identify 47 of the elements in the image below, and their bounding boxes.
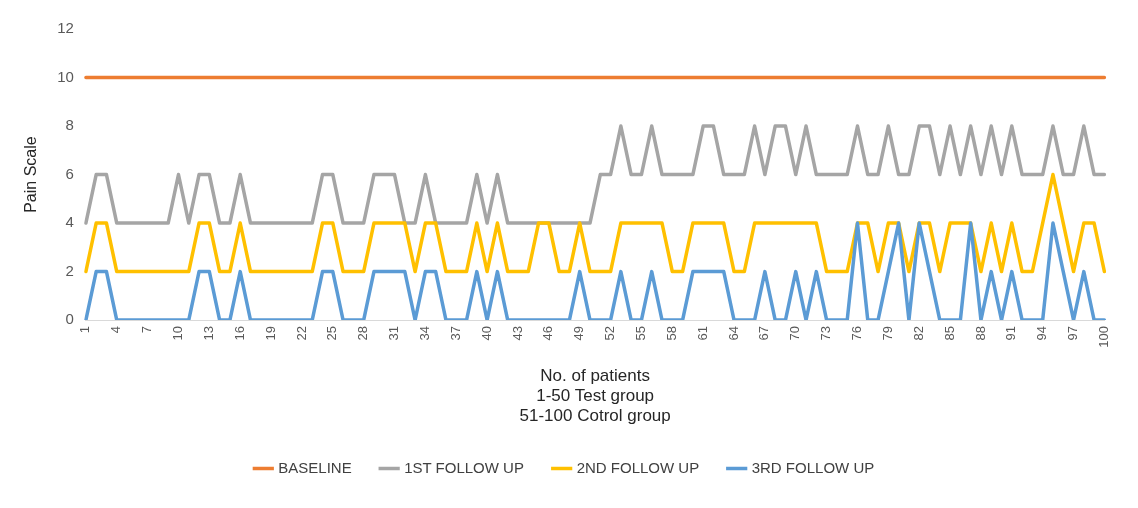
x-tick-label: 31 (386, 326, 402, 341)
x-axis-title: No. of patients 1-50 Test group 51-100 Cotrol group (519, 365, 671, 426)
x-tick-label: 97 (1065, 326, 1081, 341)
x-tick-label: 76 (849, 326, 865, 341)
y-tick-label: 6 (65, 164, 74, 182)
y-tick-label: 2 (65, 261, 74, 279)
x-tick-label: 4 (108, 326, 124, 334)
y-tick-label: 10 (57, 67, 74, 85)
x-tick-label: 7 (139, 326, 155, 334)
x-tick-label: 37 (447, 326, 463, 341)
x-tick-label: 43 (509, 326, 525, 341)
y-tick-label: 12 (57, 19, 74, 37)
x-tick-label: 10 (170, 326, 186, 341)
x-tick-label: 64 (725, 326, 741, 341)
x-tick-label: 67 (756, 326, 772, 341)
legend-label: 3RD FOLLOW UP (751, 458, 875, 476)
x-tick-label: 25 (324, 326, 340, 341)
x-tick-label: 55 (633, 326, 649, 341)
x-tick-label: 85 (941, 326, 957, 341)
x-tick-label: 61 (694, 326, 710, 341)
x-tick-label: 73 (818, 326, 834, 341)
x-tick-label: 16 (231, 326, 247, 341)
legend-label: 2ND FOLLOW UP (576, 458, 700, 476)
x-tick-label: 82 (910, 326, 926, 341)
x-tick-label: 58 (663, 326, 679, 341)
x-tick-label: 91 (1003, 326, 1019, 341)
x-tick-label: 70 (787, 326, 803, 341)
x-tick-label: 13 (200, 326, 216, 341)
x-tick-label: 79 (879, 326, 895, 341)
y-tick-label: 8 (65, 116, 74, 134)
legend-label: BASELINE (278, 458, 352, 476)
x-tick-label: 100 (1095, 326, 1111, 348)
y-axis-title: Pain Scale (22, 136, 40, 213)
y-tick-label: 0 (65, 310, 74, 328)
y-tick-label: 4 (65, 213, 74, 231)
x-tick-label: 28 (355, 326, 371, 341)
x-tick-label: 34 (416, 326, 432, 341)
x-tick-label: 1 (77, 326, 93, 334)
x-tick-label: 19 (262, 326, 278, 341)
legend-label: 1ST FOLLOW UP (404, 458, 524, 476)
x-tick-label: 49 (571, 326, 587, 341)
x-tick-label: 22 (293, 326, 309, 341)
x-tick-label: 52 (602, 326, 618, 341)
x-tick-label: 88 (972, 326, 988, 341)
x-tick-label: 40 (478, 326, 494, 341)
x-tick-label: 46 (540, 326, 556, 341)
x-tick-label: 94 (1034, 326, 1050, 341)
